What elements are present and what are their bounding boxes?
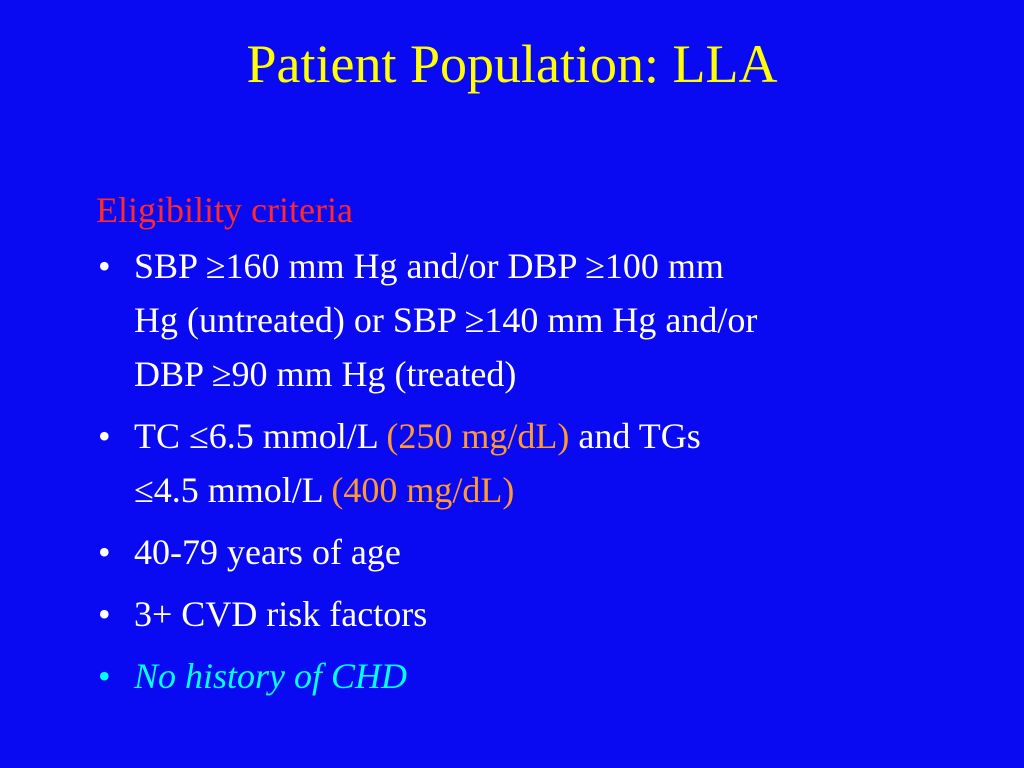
bullet-age-criteria: • 40-79 years of age xyxy=(96,525,956,579)
tg-mgdl-value: (400 mg/dL) xyxy=(331,470,515,510)
bullet-list: • SBP ≥160 mm Hg and/or DBP ≥100 mm Hg (… xyxy=(96,239,956,703)
bullet-line: SBP ≥160 mm Hg and/or DBP ≥100 mm xyxy=(134,246,724,286)
bullet-icon: • xyxy=(98,594,111,634)
tc-limit-text: TC ≤6.5 mmol/L xyxy=(134,416,387,456)
bullet-icon: • xyxy=(98,246,111,286)
bullet-line: TC ≤6.5 mmol/L (250 mg/dL) and TGs xyxy=(134,409,956,463)
section-heading: Eligibility criteria xyxy=(96,190,353,230)
bullet-line: ≤4.5 mmol/L (400 mg/dL) xyxy=(134,463,956,517)
bullet-line: 3+ CVD risk factors xyxy=(134,594,428,634)
bullet-icon: • xyxy=(98,532,111,572)
bullet-icon: • xyxy=(98,656,111,696)
tg-limit-text: ≤4.5 mmol/L xyxy=(134,470,332,510)
tc-mgdl-value: (250 mg/dL) xyxy=(386,416,570,456)
bullet-risk-factors: • 3+ CVD risk factors xyxy=(96,587,956,641)
slide-content: Eligibility criteria • SBP ≥160 mm Hg an… xyxy=(96,185,956,711)
tgs-text: and TGs xyxy=(569,416,701,456)
bullet-line: No history of CHD xyxy=(134,656,408,696)
bullet-no-chd-history: • No history of CHD xyxy=(96,649,956,703)
bullet-icon: • xyxy=(98,416,111,456)
bullet-line: Hg (untreated) or SBP ≥140 mm Hg and/or xyxy=(134,300,758,340)
bullet-lipid-criteria: • TC ≤6.5 mmol/L (250 mg/dL) and TGs ≤4.… xyxy=(96,409,956,517)
bullet-line: DBP ≥90 mm Hg (treated) xyxy=(134,354,517,394)
bullet-bp-criteria: • SBP ≥160 mm Hg and/or DBP ≥100 mm Hg (… xyxy=(96,239,956,401)
slide-title: Patient Population: LLA xyxy=(246,34,778,94)
bullet-line: 40-79 years of age xyxy=(134,532,401,572)
